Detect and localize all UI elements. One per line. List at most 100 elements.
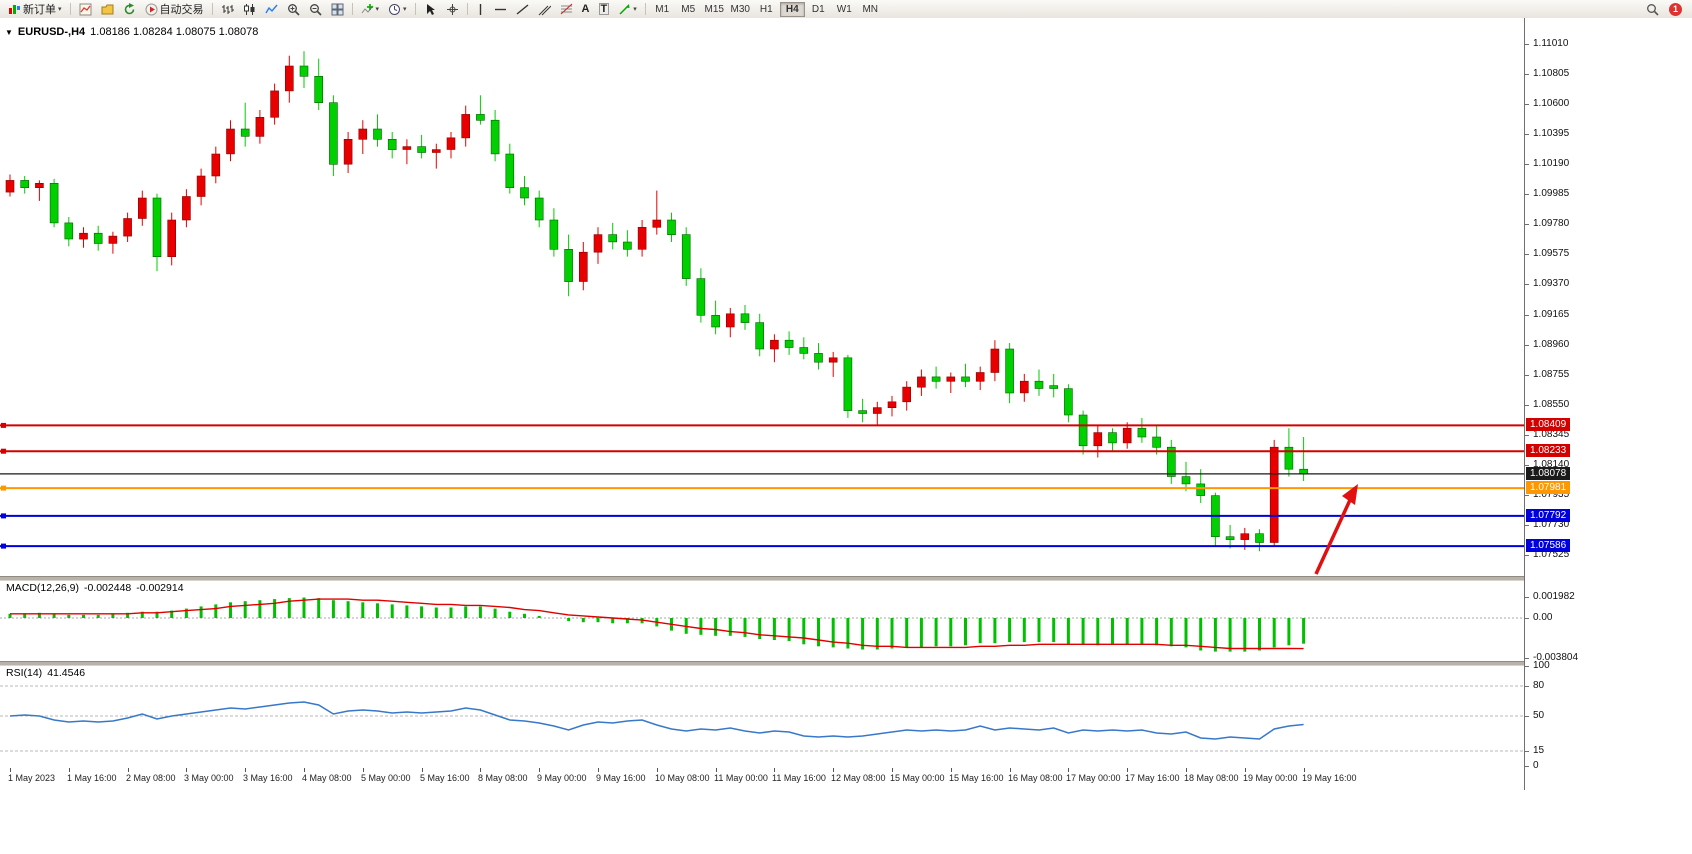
candlestick-chart-button[interactable] [239,1,260,17]
trend-arrow-annotation [1314,484,1358,575]
axis-tick [1525,555,1529,556]
macd-axis-label: 0.001982 [1533,591,1575,602]
new-order-icon [8,3,21,16]
refresh-icon [123,2,136,16]
time-axis-label: 18 May 08:00 [1184,773,1239,783]
timeframe-button-d1[interactable]: D1 [806,2,831,17]
macd-signal-value: -0.002914 [136,582,184,594]
notification-badge[interactable]: 1 [1669,2,1682,16]
price-chart-canvas[interactable] [0,18,1524,576]
chart-header: ▼ EURUSD-,H4 1.08186 1.08284 1.08075 1.0… [5,26,258,38]
time-axis-label: 16 May 08:00 [1008,773,1063,783]
axis-tick [1525,618,1529,619]
tile-windows-button[interactable] [327,1,348,17]
symbol-title: EURUSD-,H4 [17,26,86,38]
indicators-button[interactable]: ▾ [357,1,384,17]
time-axis-label: 15 May 00:00 [890,773,945,783]
toolbar-separator [466,3,468,15]
vertical-line-button[interactable] [472,1,489,17]
fibonacci-button[interactable] [556,1,577,17]
profiles-button[interactable] [97,1,118,17]
level-price-tag: 1.07586 [1526,539,1571,552]
axis-tick [1525,104,1529,105]
periods-button[interactable]: ▾ [384,1,411,17]
time-tick [10,768,11,772]
zoom-in-button[interactable] [283,1,304,17]
time-axis[interactable]: 1 May 2023 1 May 16:00 2 May 08:00 3 May 00… [0,768,1524,790]
timeframe-button-h1[interactable]: H1 [754,2,779,17]
price-axis-label: 1.09370 [1533,278,1570,289]
axis-tick [1525,224,1529,225]
panel-separator[interactable] [0,661,1692,666]
price-axis-label: 1.10805 [1533,68,1570,79]
time-tick [951,768,952,772]
axis-tick [1525,44,1529,45]
toolbar-separator [414,3,416,15]
rsi-line [9,701,1304,740]
auto-trading-label: 自动交易 [159,4,204,16]
time-axis-label: 3 May 16:00 [243,773,293,783]
equidistant-channel-button[interactable] [534,1,555,17]
axis-tick [1525,194,1529,195]
rsi-axis-label: 15 [1533,745,1545,756]
axis-tick [1525,284,1529,285]
line-chart-icon [264,3,278,16]
time-axis-label: 2 May 08:00 [126,773,176,783]
toolbar-separator [351,3,353,15]
new-chart-button[interactable] [75,1,96,17]
time-tick [1127,768,1128,772]
bar-chart-button[interactable] [217,1,238,17]
horizontal-line-button[interactable] [490,1,511,17]
panel-separator[interactable] [0,576,1692,581]
time-tick [304,768,305,772]
time-axis-label: 4 May 08:00 [302,773,352,783]
quick-trade-arrow-icon[interactable]: ▼ [5,27,13,37]
line-chart-button[interactable] [261,1,282,17]
price-axis[interactable]: 1.11010 1.10805 1.10600 1.10395 1.10190 1.099… [1524,18,1692,790]
rsi-axis-label: 50 [1533,710,1545,721]
macd-panel-canvas[interactable] [0,579,1524,661]
macd-name: MACD(12,26,9) [6,582,79,594]
time-axis-label: 5 May 00:00 [361,773,411,783]
level-price-tag: 1.08409 [1526,418,1571,431]
price-axis-label: 1.11010 [1533,38,1569,49]
arrows-tool-button[interactable]: ▾ [614,1,641,17]
bid-price-tag: 1.08078 [1526,467,1571,480]
label-tool-button[interactable]: T [595,1,614,17]
timeframe-button-mn[interactable]: MN [858,2,883,17]
fibonacci-icon [560,3,573,16]
timeframe-button-m5[interactable]: M5 [676,2,701,17]
timeframe-button-h4[interactable]: H4 [779,1,805,17]
crosshair-button[interactable] [442,1,463,17]
new-order-button[interactable]: 新订单 ▾ [4,1,66,17]
candlestick-chart-icon [243,3,256,16]
search-button[interactable] [1642,1,1663,17]
macd-main-value: -0.002448 [83,582,132,594]
price-axis-label: 1.08345 [1533,429,1570,440]
time-axis-label: 11 May 00:00 [714,773,768,783]
timeframe-button-m1[interactable]: M1 [650,2,675,17]
price-axis-label: 1.07730 [1533,519,1570,530]
auto-trading-button[interactable]: 自动交易 [141,1,208,17]
macd-histogram [8,597,1306,652]
cursor-button[interactable] [420,1,441,17]
rsi-label: RSI(14) 41.4546 [6,667,85,679]
macd-axis-label: 0.00 [1533,612,1553,623]
time-axis-label: 9 May 16:00 [596,773,646,783]
zoom-out-button[interactable] [305,1,326,17]
time-axis-label: 1 May 16:00 [67,773,117,783]
timeframe-button-m30[interactable]: M30 [728,2,753,17]
channel-icon [538,3,551,16]
time-axis-label: 12 May 08:00 [831,773,886,783]
time-tick [1010,768,1011,772]
trendline-button[interactable] [512,1,533,17]
rsi-panel-canvas[interactable] [0,664,1524,768]
refresh-button[interactable] [119,1,140,17]
timeframe-button-w1[interactable]: W1 [832,2,857,17]
clock-icon [388,3,401,16]
timeframe-button-m15[interactable]: M15 [702,2,727,17]
text-tool-button[interactable]: A [578,1,594,17]
price-axis-label: 1.09165 [1533,309,1570,320]
toolbar-right: 1 [1642,1,1688,17]
